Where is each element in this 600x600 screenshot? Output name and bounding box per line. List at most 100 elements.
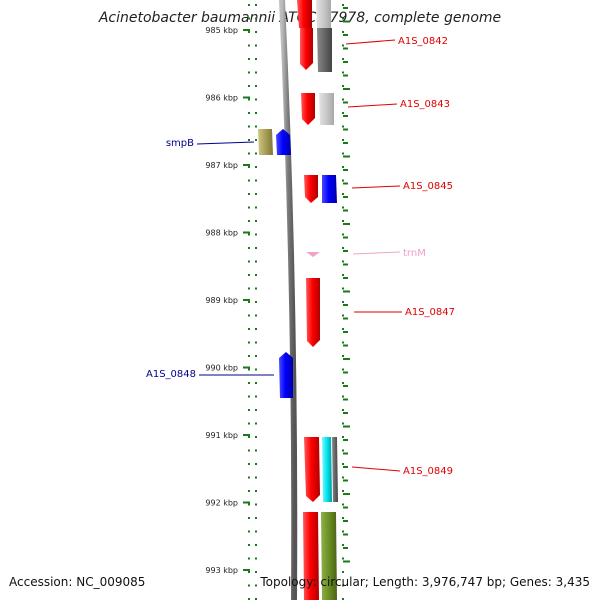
right-tick-track bbox=[343, 7, 350, 563]
ruler-tick-label: 988 kbp bbox=[205, 229, 238, 238]
right-tick bbox=[343, 344, 348, 347]
guide-dot-left bbox=[248, 287, 250, 290]
guide-dot-inner bbox=[255, 503, 257, 506]
guide-dot-inner bbox=[255, 4, 257, 6]
right-tick bbox=[343, 479, 348, 482]
guide-dot-left bbox=[248, 422, 250, 425]
guide-dot-right bbox=[342, 85, 344, 87]
genome-backbone bbox=[279, 0, 298, 600]
guide-dot-right bbox=[342, 98, 344, 101]
guide-dot-inner bbox=[255, 409, 257, 411]
guide-dot-right bbox=[342, 139, 344, 141]
right-tick bbox=[343, 74, 348, 77]
gene-label[interactable]: A1S_0847 bbox=[405, 307, 455, 318]
gene-glyph-trnm[interactable] bbox=[306, 252, 320, 257]
guide-dot-right bbox=[342, 355, 344, 357]
cog-glyph-a1s-0849-cyan bbox=[322, 437, 332, 502]
guide-dot-right bbox=[342, 557, 344, 560]
gene-glyph-smpb[interactable] bbox=[276, 129, 291, 155]
right-tick bbox=[343, 506, 348, 509]
gene-glyph-a1s-0845[interactable] bbox=[304, 175, 318, 203]
guide-dot-left bbox=[248, 530, 250, 533]
ruler-tick-label: 990 kbp bbox=[205, 364, 238, 373]
gene-label[interactable]: smpB bbox=[166, 138, 194, 149]
guide-dot-left bbox=[248, 584, 250, 587]
ruler-tick-label: 993 kbp bbox=[205, 566, 238, 575]
gene-label[interactable]: trnM bbox=[403, 248, 426, 259]
guide-dot-right bbox=[342, 449, 344, 452]
right-tick bbox=[343, 385, 348, 387]
guide-dot-inner bbox=[255, 449, 257, 452]
gene-glyph-a1s-0848[interactable] bbox=[279, 352, 293, 398]
guide-dot-left bbox=[248, 355, 250, 357]
ruler-tick-label: 989 kbp bbox=[205, 296, 238, 305]
right-tick bbox=[343, 290, 350, 293]
guide-dot-inner bbox=[255, 490, 257, 492]
guide-dot-right bbox=[342, 247, 344, 249]
right-tick bbox=[343, 101, 348, 104]
guide-dot-right bbox=[342, 503, 344, 506]
guide-dot-right bbox=[342, 436, 344, 438]
gene-leader-line bbox=[347, 103, 398, 108]
guide-dot-inner bbox=[255, 382, 257, 384]
right-tick bbox=[343, 547, 348, 549]
guide-dot-left bbox=[248, 125, 250, 128]
gene-leader-line bbox=[352, 251, 401, 255]
guide-dot-right bbox=[342, 220, 344, 222]
guide-dot-right bbox=[342, 287, 344, 290]
guide-dot-left bbox=[248, 17, 250, 20]
gene-label[interactable]: A1S_0845 bbox=[403, 181, 453, 192]
gene-glyph-a1s-0849[interactable] bbox=[304, 437, 320, 502]
right-tick bbox=[343, 209, 348, 212]
right-tick bbox=[343, 169, 348, 171]
guide-dot-left bbox=[248, 382, 250, 384]
right-tick bbox=[343, 115, 348, 117]
right-tick bbox=[343, 34, 348, 36]
guide-dot-inner bbox=[255, 463, 257, 465]
cog-strip-top-2 bbox=[316, 0, 331, 28]
guide-dot-inner bbox=[255, 98, 257, 101]
guide-dot-inner bbox=[255, 530, 257, 533]
right-tick bbox=[343, 304, 348, 306]
guide-dot-left bbox=[248, 463, 250, 465]
right-tick bbox=[343, 88, 350, 90]
guide-dot-right bbox=[342, 166, 344, 168]
guide-dot-inner bbox=[255, 314, 257, 317]
guide-dot-right bbox=[342, 125, 344, 128]
guide-dot-inner bbox=[255, 260, 257, 263]
cog-glyph-a1s-0843 bbox=[319, 93, 334, 125]
gene-label[interactable]: A1S_0842 bbox=[398, 36, 448, 47]
right-tick bbox=[343, 520, 348, 522]
gene-glyph-a1s-0847[interactable] bbox=[306, 278, 320, 347]
guide-dot-right bbox=[342, 395, 344, 398]
guide-dot-left bbox=[248, 314, 250, 317]
right-tick bbox=[343, 128, 348, 131]
guide-dot-left bbox=[248, 395, 250, 398]
guide-dot-right bbox=[342, 233, 344, 236]
right-tick bbox=[343, 182, 348, 185]
guide-dot-left bbox=[248, 98, 250, 101]
right-tick bbox=[343, 533, 348, 536]
right-tick bbox=[343, 196, 348, 198]
right-tick bbox=[343, 47, 348, 50]
cog-glyph-a1s-0845 bbox=[322, 175, 337, 203]
guide-dot-left bbox=[248, 571, 250, 573]
accession-label: Accession: NC_009085 bbox=[9, 575, 146, 589]
gene-label[interactable]: A1S_0849 bbox=[403, 466, 453, 477]
right-tick bbox=[343, 277, 348, 279]
guide-dot-left bbox=[248, 341, 250, 344]
gene-label[interactable]: A1S_0848 bbox=[146, 369, 196, 380]
gene-leader-line bbox=[351, 185, 401, 189]
gene-glyph-a1s-0842[interactable] bbox=[300, 28, 313, 70]
guide-dot-inner bbox=[255, 517, 257, 519]
guide-dot-left bbox=[248, 544, 250, 546]
guide-dot-right bbox=[342, 422, 344, 425]
topology-label: Topology: circular; Length: 3,976,747 bp… bbox=[260, 575, 590, 589]
gene-leader-line bbox=[196, 141, 255, 145]
guide-dot-right bbox=[342, 530, 344, 533]
gene-glyph-a1s-0843[interactable] bbox=[301, 93, 315, 125]
guide-dot-left bbox=[248, 368, 250, 371]
right-tick bbox=[343, 331, 348, 333]
gene-label[interactable]: A1S_0843 bbox=[400, 99, 450, 110]
guide-dot-left bbox=[248, 139, 250, 141]
